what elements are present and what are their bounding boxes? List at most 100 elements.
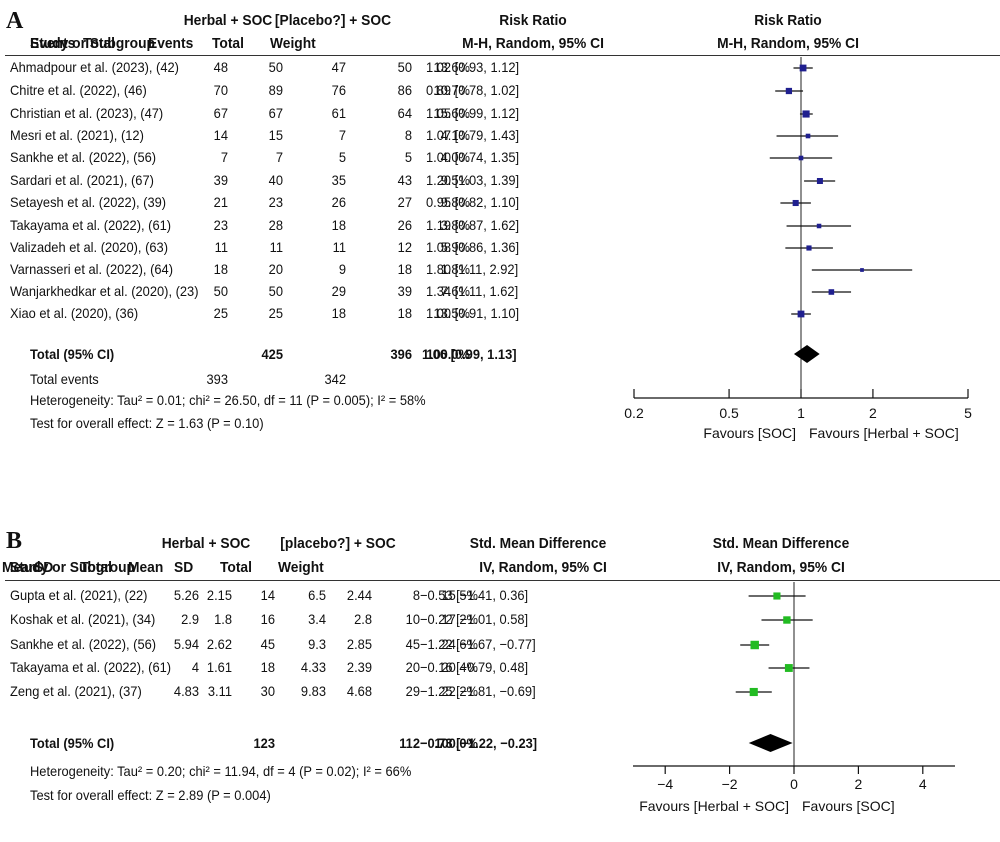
header-rule-a	[5, 55, 1000, 56]
ci-text: 1.00 [0.74, 1.35]	[426, 149, 520, 165]
sd2-value: 4.68	[346, 683, 372, 699]
total2-value: 112	[399, 735, 420, 751]
study-marker-b	[750, 640, 759, 650]
weight-value: 10.7%	[433, 82, 470, 98]
events1-value: 7	[220, 149, 228, 165]
study-name: Mesri et al. (2021), (12)	[10, 127, 144, 143]
weight-value: 9.8%	[440, 194, 470, 210]
events2-value: 47	[331, 59, 346, 75]
x-tick-label-a: 0.2	[624, 405, 644, 421]
events1-value: 21	[213, 194, 228, 210]
mean1-value: 5.26	[173, 587, 199, 603]
total2-value: 45	[405, 636, 420, 652]
weight-value: 17.2%	[441, 611, 478, 627]
study-name: Sankhe et al. (2022), (56)	[10, 149, 157, 165]
weight-value: 5.9%	[440, 239, 470, 255]
plot-title-header: Risk Ratio	[754, 12, 822, 29]
heterogeneity-text: Heterogeneity: Tau² = 0.01; chi² = 26.50…	[30, 392, 426, 408]
weight-value: 13.6%	[433, 59, 470, 75]
effect-title-header: Risk Ratio	[499, 12, 567, 29]
total-diamond-b	[748, 734, 793, 752]
study-marker-a	[816, 177, 823, 185]
ci-text: −0.22 [−1.01, 0.58]	[420, 611, 529, 627]
total-ci-text: −0.73 [−1.22, −0.23]	[420, 735, 538, 751]
sd1-value: 2.62	[206, 636, 232, 652]
ci-text: 1.19 [0.87, 1.62]	[426, 217, 520, 233]
study-marker-b	[773, 592, 781, 600]
study-name: Sardari et al. (2021), (67)	[10, 172, 154, 188]
study-name: Gupta et al. (2021), (22)	[10, 587, 148, 603]
events1-header: Events	[30, 35, 76, 52]
total-label: Total (95% CI)	[30, 346, 115, 362]
study-marker-a	[792, 199, 799, 207]
ci-text: −0.53 [−1.41, 0.36]	[420, 587, 529, 603]
study-marker-a	[802, 110, 810, 118]
events2-header: Events	[148, 35, 194, 52]
x-tick-label-a: 0.5	[719, 405, 739, 421]
total-events-label: Total events	[30, 371, 99, 387]
ci-text: −0.16 [−0.79, 0.48]	[420, 659, 529, 675]
panel-letter-b: B	[6, 528, 23, 554]
total1-value: 50	[268, 59, 283, 75]
total1-value: 23	[268, 194, 283, 210]
events2-value: 7	[338, 127, 346, 143]
weight-value: 4.0%	[440, 149, 470, 165]
total-events2: 342	[324, 371, 346, 387]
overall-effect-text: Test for overall effect: Z = 1.63 (P = 0…	[30, 415, 264, 431]
events2-value: 9	[338, 261, 346, 277]
total1-value: 18	[260, 659, 275, 675]
total1-value: 45	[260, 636, 275, 652]
weight-value: 1.8%	[440, 261, 470, 277]
study-name: Chitre et al. (2022), (46)	[10, 82, 147, 98]
events2-value: 26	[331, 194, 346, 210]
effect-title-header: Std. Mean Difference	[469, 535, 607, 552]
events2-value: 18	[331, 305, 346, 321]
ci-text: 1.20 [1.03, 1.39]	[426, 172, 520, 188]
ci-text: 1.34 [1.11, 1.62]	[426, 283, 519, 299]
total-weight: 100.0%	[426, 346, 470, 362]
ci-text: −1.25 [−1.81, −0.69]	[420, 683, 536, 699]
study-name: Varnasseri et al. (2022), (64)	[10, 261, 173, 277]
sd1-value: 3.11	[207, 683, 232, 699]
ci-text: 1.02 [0.93, 1.12]	[426, 59, 520, 75]
total1-value: 15	[268, 127, 283, 143]
heterogeneity-text: Heterogeneity: Tau² = 0.20; chi² = 11.94…	[30, 763, 412, 779]
ci-text: 1.00 [0.91, 1.10]	[426, 305, 520, 321]
events2-value: 18	[331, 217, 346, 233]
x-tick-label-b: −4	[657, 776, 673, 792]
total-label: Total (95% CI)	[30, 735, 115, 751]
mean2-value: 6.5	[308, 587, 326, 603]
mean2-value: 9.3	[308, 636, 326, 652]
weight-header: Weight	[278, 559, 324, 576]
favours-right-b: Favours [SOC]	[802, 798, 895, 814]
ci-text: 0.95 [0.82, 1.10]	[426, 194, 520, 210]
x-tick-label-a: 5	[964, 405, 972, 421]
total2-header: Total	[220, 559, 252, 576]
total2-value: 20	[405, 659, 420, 675]
total2-value: 27	[397, 194, 412, 210]
sd2-value: 2.44	[346, 587, 372, 603]
total-ci-text: 1.06 [0.99, 1.13]	[422, 346, 517, 362]
study-name: Setayesh et al. (2022), (39)	[10, 194, 167, 210]
overall-effect-text: Test for overall effect: Z = 2.89 (P = 0…	[30, 787, 271, 803]
events2-value: 61	[331, 105, 346, 121]
study-name: Sankhe et al. (2022), (56)	[10, 636, 157, 652]
total2-value: 12	[397, 239, 412, 255]
study-marker-a	[816, 223, 822, 229]
total1-value: 7	[275, 149, 283, 165]
study-name: Wanjarkhedkar et al. (2020), (23)	[10, 283, 199, 299]
favours-left-b: Favours [Herbal + SOC]	[639, 798, 789, 814]
group2-header: [placebo?] + SOC	[280, 535, 396, 552]
total2-value: 396	[390, 346, 412, 362]
total1-value: 11	[269, 239, 283, 255]
total1-value: 16	[260, 611, 275, 627]
study-marker-a	[805, 133, 811, 139]
x-tick-label-b: 4	[919, 776, 927, 792]
weight-value: 3.8%	[440, 217, 470, 233]
weight-value: 24.6%	[441, 636, 478, 652]
study-marker-b	[783, 616, 791, 624]
total2-value: 43	[397, 172, 412, 188]
events1-value: 11	[214, 239, 228, 255]
total2-value: 8	[404, 127, 412, 143]
sd2-value: 2.8	[354, 611, 372, 627]
